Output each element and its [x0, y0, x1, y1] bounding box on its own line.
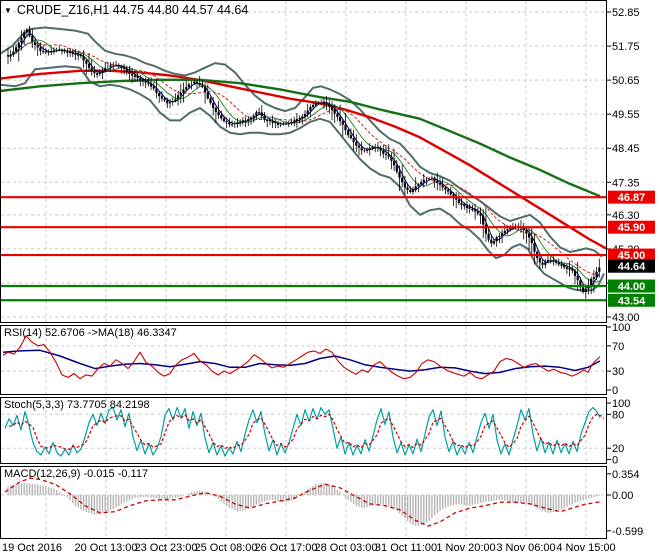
- stoch-axis-label: 0: [612, 455, 618, 467]
- rsi-panel-border: [0, 325, 607, 395]
- price-tag-45-00[interactable]: 45.00: [608, 248, 655, 263]
- chart-title: CRUDE_Z16,H1 44.75 44.80 44.57 44.64: [16, 3, 249, 17]
- price-axis-label: 48.45: [612, 143, 640, 155]
- price-axis-label: 47.35: [612, 177, 640, 189]
- rsi-axis-label: 0: [612, 385, 618, 397]
- symbol-dropdown-icon[interactable]: ▼: [4, 6, 12, 15]
- price-tag-text: 45.90: [618, 222, 646, 234]
- price-axis-label: 49.55: [612, 109, 640, 121]
- price-tag-bg: [608, 293, 655, 307]
- time-axis-label: 31 Oct 11:00: [375, 542, 437, 554]
- stoch-axis-label: 100: [612, 398, 630, 410]
- rsi-axis-label: 30: [612, 366, 624, 378]
- price-tag-text: 45.00: [618, 250, 646, 262]
- macd-histogram: [7, 483, 600, 526]
- price-tag-text: 43.54: [618, 295, 646, 307]
- price-tag-45-90[interactable]: 45.90: [608, 220, 655, 235]
- macd-panel-border: [0, 466, 607, 539]
- price-tag-bg: [608, 259, 655, 273]
- bollinger-upper-line: [0, 26, 603, 258]
- bollinger-lower-line: [0, 65, 605, 292]
- rsi-line: [2, 335, 601, 380]
- price-axis-label: 43.00: [612, 312, 640, 324]
- stoch-axis-label: 80: [612, 409, 624, 421]
- time-axis-label: 26 Oct 17:00: [255, 542, 318, 554]
- stoch-axis-label: 20: [612, 443, 624, 455]
- price-tag-44-00[interactable]: 44.00: [608, 279, 655, 294]
- stoch-panel-border: [0, 397, 607, 464]
- main-panel-border: [0, 0, 607, 323]
- main-horizontal-grid: [1, 11, 606, 318]
- price-tag-bg: [608, 190, 655, 204]
- price-tag-bg: [608, 220, 655, 234]
- rsi-axis-label: 70: [612, 341, 624, 353]
- macd-axis-label: 0.00: [612, 490, 633, 502]
- price-tag-text: 44.64: [618, 261, 646, 273]
- time-axis-label: 1 Nov 20:00: [436, 542, 495, 554]
- chart-title-row: ▼ CRUDE_Z16,H1 44.75 44.80 44.57 44.64: [4, 3, 248, 17]
- ma-thin-red-line: [7, 42, 600, 276]
- time-axis-label: 4 Nov 15:00: [556, 542, 615, 554]
- macd-axis-label: 0.354: [612, 469, 640, 481]
- price-tag-text: 46.87: [618, 192, 646, 204]
- price-axis-label: 52.85: [612, 7, 640, 19]
- price-axis-label: 51.75: [612, 41, 640, 53]
- price-tag-bg: [608, 248, 655, 262]
- macd-axis-label: -0.599: [612, 526, 643, 538]
- candle-series: [6, 25, 601, 299]
- time-axis-label: 23 Oct 23:00: [135, 542, 198, 554]
- time-axis-label: 19 Oct 2016: [2, 542, 62, 554]
- price-tag-bg: [608, 279, 655, 293]
- price-tag-44-64[interactable]: 44.64: [608, 259, 655, 274]
- price-tag-43-54[interactable]: 43.54: [608, 293, 655, 308]
- time-axis-label: 20 Oct 13:00: [75, 542, 138, 554]
- price-axis-label: 46.30: [612, 210, 640, 222]
- macd-label: MACD(12,26,9) -0.015 -0.117: [4, 468, 149, 480]
- ma-green-line: [0, 78, 601, 198]
- macd-signal-line: [4, 477, 601, 527]
- rsi-ma-line: [2, 349, 601, 375]
- rsi-panel: [45, 326, 587, 394]
- ma-thin-blue-line: [7, 33, 600, 289]
- rsi-axis-label: 100: [612, 322, 630, 334]
- price-axis-label: 50.65: [612, 75, 640, 87]
- price-tag-46-87[interactable]: 46.87: [608, 190, 655, 205]
- stoch-label: Stoch(5,3,3) 73.7705 84.2198: [4, 399, 150, 411]
- time-axis-label: 25 Oct 08:00: [195, 542, 258, 554]
- ma-thin-green-line: [7, 39, 600, 283]
- price-tag-text: 44.00: [618, 281, 646, 293]
- time-axis-label: 28 Oct 03:00: [315, 542, 378, 554]
- time-axis-label: 3 Nov 06:00: [496, 542, 555, 554]
- rsi-label: RSI(14) 52.6706 ->MA(18) 46.3347: [4, 327, 177, 339]
